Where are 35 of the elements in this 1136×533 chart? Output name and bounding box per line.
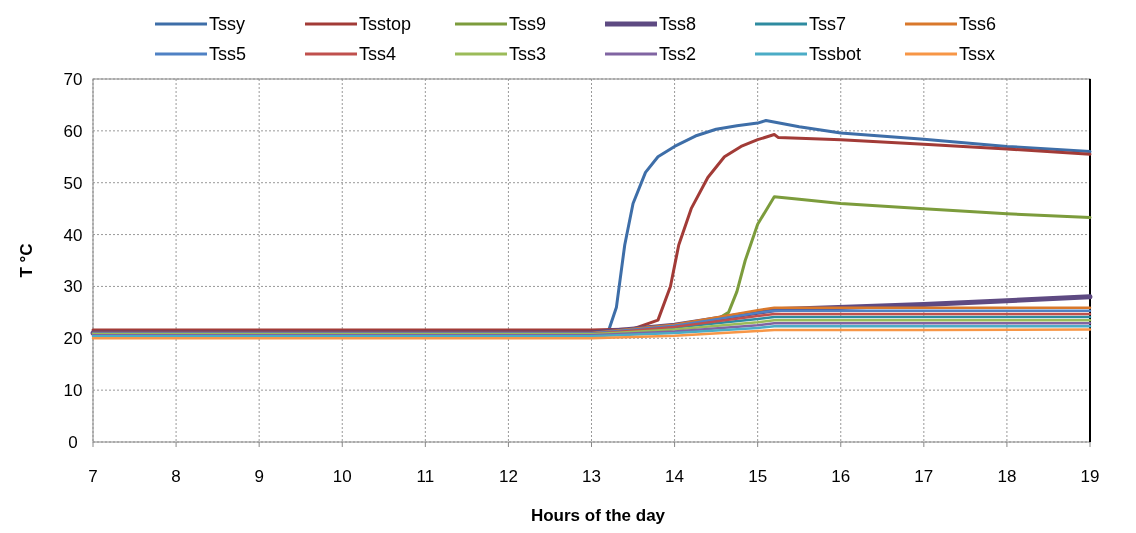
x-tick-label: 14 [665,467,685,486]
x-axis-title: Hours of the day [530,506,666,525]
x-tick-label: 10 [332,467,352,486]
x-tick-label: 15 [748,467,768,486]
legend-label: Tss6 [959,14,997,35]
y-tick-label: 50 [63,173,83,193]
legend-label: Tss4 [359,44,397,65]
legend-label: Tssy [209,14,245,35]
x-tick-label: 7 [88,467,98,486]
x-tick-label: 12 [498,467,518,486]
legend-label: Tss9 [509,14,547,35]
x-tick-label: 19 [1080,467,1100,486]
x-tick-label: 18 [997,467,1017,486]
x-tick-label: 13 [582,467,601,486]
y-tick-label: 70 [63,69,83,89]
y-tick-label: 40 [63,225,83,245]
x-tick-label: 16 [831,467,851,486]
y-axis-title: T °C [17,243,36,278]
x-tick-label: 8 [171,467,181,486]
legend-label: Tss2 [659,44,697,65]
y-tick-label: 60 [63,121,83,141]
legend-label: Tssbot [809,44,862,65]
legend-label: Tssx [959,44,995,65]
x-tick-label: 9 [254,467,264,486]
legend-label: Tsstop [359,14,412,35]
x-tick-label: 11 [416,467,435,486]
legend-label: Tss5 [209,44,247,65]
legend-label: Tss8 [659,14,697,35]
y-tick-label: 0 [68,432,78,452]
y-tick-label: 20 [63,329,83,349]
legend-label: Tss3 [509,44,547,65]
legend-label: Tss7 [809,14,847,35]
y-tick-label: 30 [63,277,83,297]
y-tick-label: 10 [63,381,83,401]
x-tick-label: 17 [914,467,934,486]
